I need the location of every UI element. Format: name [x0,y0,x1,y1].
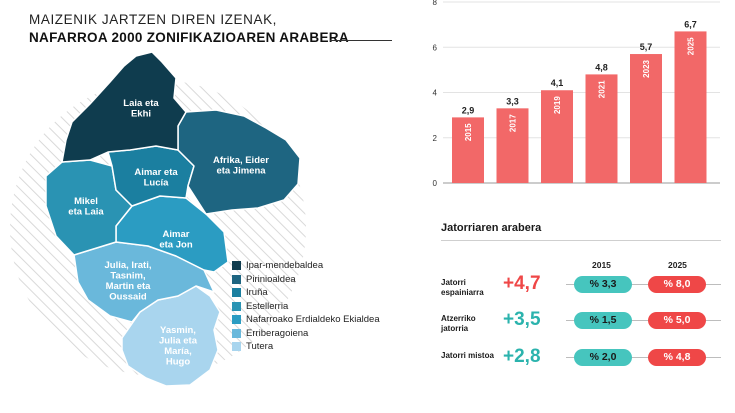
origin-row-2015-pill: % 2,0 [574,349,632,366]
region-label-erribera: Julia, Irati, Tasnim, Martin eta Oussaid [105,260,152,303]
origin-row-2025-pill: % 4,8 [648,349,706,366]
origin-row-2025-pill: % 5,0 [648,312,706,329]
origin-row-label: Jatorri espainiarra [441,278,484,297]
origin-row-2025-pill: % 8,0 [648,276,706,293]
legend-label: Erriberagoiena [246,327,309,339]
origin-row-2015-pill: % 1,5 [574,312,632,329]
legend-swatch [232,328,241,338]
bar-value-label: 4,1 [551,78,564,88]
bar-value-label: 6,7 [684,19,697,29]
origin-table-title: Jatorriaren arabera [441,222,542,234]
bar [630,54,662,183]
legend-item: Iruña [232,286,380,300]
bar-category-label: 2023 [642,59,651,77]
region-label-pirinio: Afrika, Eider eta Jimena [213,155,269,177]
y-tick-label: 6 [433,43,438,52]
legend-label: Tutera [246,341,274,353]
bar-category-label: 2019 [553,96,562,114]
bar [585,74,618,183]
column-header-2015: 2015 [592,260,611,270]
y-tick-label: 0 [433,179,438,188]
map-title-line1: MAIZENIK JARTZEN DIREN IZENAK, [29,12,278,27]
legend-label: Ipar-mendebaldea [246,260,324,272]
y-tick-label: 8 [433,0,438,7]
legend-swatch [232,301,241,311]
y-tick-label: 2 [433,134,438,143]
legend-swatch [232,274,241,284]
origin-row-connector [566,320,721,321]
legend-item: Erriberagoiena [232,327,380,341]
bar [452,117,484,183]
legend-label: Pirinioaldea [246,273,296,285]
map-title-line2: NAFARROA 2000 ZONIFIKAZIOAREN ARABERA [29,30,349,45]
origin-row-connector [566,357,721,358]
origin-row-change: +3,5 [503,309,541,330]
y-tick-label: 4 [433,89,438,98]
region-label-tutera: Yasmin, Julia eta María, Hugo [159,325,198,368]
origin-row-change: +4,7 [503,273,541,294]
origin-row-2015-pill: % 3,3 [574,276,632,293]
bar-value-label: 2,9 [462,105,475,115]
legend-label: Iruña [246,287,268,299]
origin-table-divider [441,240,721,241]
legend-item: Estellerria [232,300,380,314]
legend-item: Pirinioaldea [232,273,380,287]
bar-value-label: 5,7 [640,42,653,52]
bar-category-label: 2025 [687,37,696,55]
region-pirinioaldea [177,109,301,215]
legend-label: Nafarroako Erdialdeko Ekialdea [246,314,380,326]
region-label-estelle: Mikel eta Laia [68,196,104,218]
origin-row-label: Atzerriko jatorria [441,314,476,333]
legend-swatch [232,342,241,352]
legend-swatch [232,261,241,271]
column-header-2025: 2025 [668,260,687,270]
legend-swatch [232,288,241,298]
legend-item: Tutera [232,340,380,354]
region-ipar-mendebaldea [61,51,187,163]
bar-category-label: 2017 [509,114,518,132]
region-label-ipar: Laia eta Ekhi [123,98,159,120]
origin-row-connector [566,284,721,285]
map-legend: Ipar-mendebaldea Pirinioaldea Iruña Estelle… [232,259,380,354]
origin-row-label: Jatorri mistoa [441,351,494,360]
bar-category-label: 2021 [598,80,607,98]
bar-value-label: 4,8 [595,62,608,72]
bar-category-label: 2015 [464,123,473,141]
bar [496,108,529,183]
region-label-iruna: Aimar eta Lucía [134,167,178,189]
origin-row-change: +2,8 [503,346,541,367]
legend-item: Ipar-mendebaldea [232,259,380,273]
bar [674,31,707,183]
legend-item: Nafarroako Erdialdeko Ekialdea [232,313,380,327]
legend-swatch [232,315,241,325]
bar [541,90,573,183]
title-divider [330,40,392,41]
region-label-erdialde: Aimar eta Jon [159,229,192,251]
bar-value-label: 3,3 [506,96,519,106]
legend-label: Estellerria [246,300,289,312]
